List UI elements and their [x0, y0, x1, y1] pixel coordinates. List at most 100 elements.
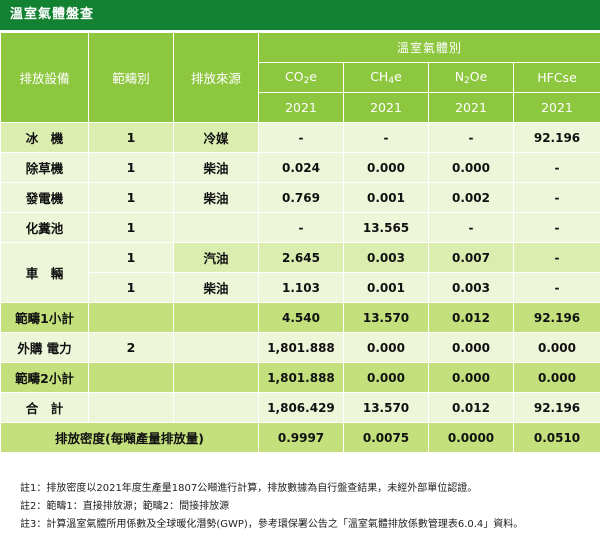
cell-source: 汽油 — [173, 242, 259, 273]
cell-hfcse: - — [512, 272, 600, 303]
table-row: 發電機 1 柴油 0.769 0.001 0.002 - — [0, 182, 600, 213]
cell-co2e: 1.103 — [258, 272, 344, 303]
cell-n2oe: 0.012 — [428, 302, 514, 333]
cell-n2oe: 0.000 — [428, 332, 514, 363]
header-year-hfcse: 2021 — [512, 92, 600, 123]
cell-hfcse: 0.0510 — [512, 422, 600, 453]
cell-source: 柴油 — [173, 182, 259, 213]
cell-equipment: 合 計 — [0, 392, 89, 423]
cell-source: 柴油 — [173, 272, 259, 303]
footnotes: 註1：排放密度以2021年度生產量1807公噸進行計算，排放數據為自行盤查結果，… — [20, 480, 590, 534]
header-scope: 範疇別 — [88, 32, 174, 123]
cell-source — [173, 212, 259, 243]
ghg-table: 排放設備 範疇別 排放來源 溫室氣體別 CO2e CH4e N2Oe HFCse… — [0, 32, 600, 453]
table-row: 除草機 1 柴油 0.024 0.000 0.000 - — [0, 152, 600, 183]
header-source: 排放來源 — [173, 32, 259, 123]
cell-scope — [88, 362, 174, 393]
header-gas-n2oe: N2Oe — [428, 62, 514, 93]
cell-equipment: 車 輛 — [0, 242, 89, 303]
cell-co2e: 2.645 — [258, 242, 344, 273]
cell-source — [173, 302, 259, 333]
cell-hfcse: - — [512, 152, 600, 183]
cell-hfcse: 92.196 — [512, 302, 600, 333]
cell-co2e: 1,806.429 — [258, 392, 344, 423]
table-row-subtotal-scope2: 範疇2小計 1,801.888 0.000 0.000 0.000 — [0, 362, 600, 393]
cell-ch4e: 13.570 — [343, 302, 429, 333]
table-row: 車 輛 1 汽油 2.645 0.003 0.007 - — [0, 242, 600, 303]
cell-ch4e: 0.000 — [343, 152, 429, 183]
cell-scope: 1 — [88, 122, 174, 153]
cell-equipment: 發電機 — [0, 182, 89, 213]
header-gas-co2e: CO2e — [258, 62, 344, 93]
cell-co2e: 0.9997 — [258, 422, 344, 453]
cell-ch4e: 13.570 — [343, 392, 429, 423]
cell-co2e: 0.024 — [258, 152, 344, 183]
header-gas-group: 溫室氣體別 — [257, 32, 600, 63]
cell-n2oe: - — [428, 212, 514, 243]
cell-equipment: 外購 電力 — [0, 332, 89, 363]
cell-equipment: 除草機 — [0, 152, 89, 183]
cell-hfcse: 0.000 — [512, 332, 600, 363]
table-row-subtotal-scope1: 範疇1小計 4.540 13.570 0.012 92.196 — [0, 302, 600, 333]
header-year-ch4e: 2021 — [343, 92, 429, 123]
table-row-emission-intensity: 排放密度(每噸產量排放量) 0.9997 0.0075 0.0000 0.051… — [0, 422, 600, 453]
header-equipment: 排放設備 — [0, 32, 89, 123]
cell-n2oe: 0.002 — [428, 182, 514, 213]
cell-scope: 2 — [88, 332, 174, 363]
cell-scope: 1 — [88, 182, 174, 213]
cell-n2oe: - — [428, 122, 514, 153]
footnote-2: 註2：範疇1：直接排放源；範疇2：間接排放源 — [20, 501, 230, 512]
cell-ch4e: 0.000 — [343, 362, 429, 393]
cell-n2oe: 0.003 — [428, 272, 514, 303]
cell-n2oe: 0.007 — [428, 242, 514, 273]
cell-ch4e: 13.565 — [343, 212, 429, 243]
cell-intensity-label: 排放密度(每噸產量排放量) — [0, 422, 259, 453]
cell-ch4e: 0.000 — [343, 332, 429, 363]
cell-n2oe: 0.012 — [428, 392, 514, 423]
cell-co2e: - — [258, 122, 344, 153]
cell-hfcse: - — [512, 182, 600, 213]
cell-source: 柴油 — [173, 152, 259, 183]
cell-scope: 1 — [88, 152, 174, 183]
cell-ch4e: - — [343, 122, 429, 153]
cell-hfcse: 92.196 — [512, 122, 600, 153]
table-row: 1 柴油 1.103 0.001 0.003 - — [1, 272, 600, 303]
table-row: 冰 機 1 冷媒 - - - 92.196 — [0, 122, 600, 153]
cell-co2e: 1,801.888 — [258, 332, 344, 363]
header-gas-hfcse: HFCse — [512, 62, 600, 93]
cell-source: 冷媒 — [173, 122, 259, 153]
cell-source — [173, 392, 259, 423]
header-year-n2oe: 2021 — [428, 92, 514, 123]
cell-scope: 1 — [88, 242, 174, 273]
cell-equipment: 範疇2小計 — [0, 362, 89, 393]
table-row: 化糞池 1 - 13.565 - - — [0, 212, 600, 243]
cell-ch4e: 0.001 — [343, 272, 429, 303]
cell-n2oe: 0.000 — [428, 362, 514, 393]
cell-source — [173, 332, 259, 363]
cell-hfcse: 0.000 — [512, 362, 600, 393]
cell-n2oe: 0.000 — [428, 152, 514, 183]
header-year-co2e: 2021 — [258, 92, 344, 123]
cell-hfcse: - — [512, 212, 600, 243]
table-row-total: 合 計 1,806.429 13.570 0.012 92.196 — [0, 392, 600, 423]
cell-co2e: 0.769 — [258, 182, 344, 213]
cell-scope: 1 — [88, 212, 174, 243]
cell-equipment: 冰 機 — [0, 122, 89, 153]
footnote-3: 註3：計算溫室氣體所用係數及全球暖化潛勢(GWP)，參考環保署公告之「溫室氣體排… — [20, 519, 524, 530]
cell-source — [173, 362, 259, 393]
footnote-1: 註1：排放密度以2021年度生產量1807公噸進行計算，排放數據為自行盤查結果，… — [20, 483, 478, 494]
cell-ch4e: 0.003 — [343, 242, 429, 273]
cell-co2e: 1,801.888 — [258, 362, 344, 393]
cell-co2e: 4.540 — [258, 302, 344, 333]
cell-equipment: 化糞池 — [0, 212, 89, 243]
cell-hfcse: 92.196 — [512, 392, 600, 423]
cell-equipment: 範疇1小計 — [0, 302, 89, 333]
cell-scope: 1 — [88, 272, 174, 303]
cell-scope — [88, 302, 174, 333]
cell-ch4e: 0.0075 — [343, 422, 429, 453]
cell-co2e: - — [258, 212, 344, 243]
table-row: 外購 電力 2 1,801.888 0.000 0.000 0.000 — [0, 332, 600, 363]
cell-scope — [88, 392, 174, 423]
cell-hfcse: - — [512, 242, 600, 273]
